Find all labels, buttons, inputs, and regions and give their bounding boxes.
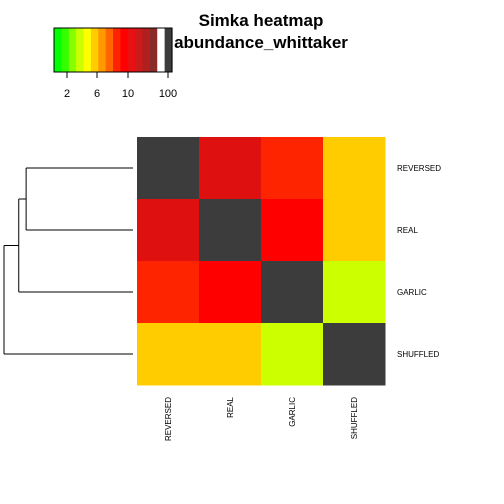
color-key-swatch [105, 28, 114, 72]
row-label: GARLIC [397, 288, 427, 297]
column-label: REAL [226, 396, 235, 417]
color-key-swatch [113, 28, 121, 72]
row-dendrogram [3, 167, 133, 355]
heatmap-cell [323, 261, 386, 324]
heatmap-cell [199, 199, 262, 262]
row-labels: REVERSED REAL GARLIC SHUFFLED [397, 164, 441, 359]
heatmap-cell [137, 199, 200, 262]
heatmap-cell [199, 323, 262, 386]
column-label: SHUFFLED [350, 397, 359, 439]
color-key-swatch [135, 28, 144, 72]
heatmap-grid [137, 137, 386, 386]
row-label: SHUFFLED [397, 350, 439, 359]
heatmap-cell [261, 261, 324, 324]
color-key-tick-label: 2 [64, 88, 70, 100]
color-key-swatch [61, 28, 70, 72]
heatmap-cell [323, 323, 386, 386]
color-key-swatch [157, 28, 166, 72]
color-key-swatch [68, 28, 77, 72]
heatmap-cell [199, 137, 262, 200]
column-label: GARLIC [288, 397, 297, 427]
heatmap-cell [261, 137, 324, 200]
chart-title-line-2: abundance_whittaker [174, 33, 348, 52]
color-key-swatch [83, 28, 92, 72]
heatmap-cell [137, 261, 200, 324]
color-key-swatch [127, 28, 136, 72]
color-key-tick-label: 6 [94, 88, 100, 100]
color-key-swatch [98, 28, 107, 72]
heatmap-cell [199, 261, 262, 324]
heatmap-cell [323, 137, 386, 200]
heatmap-cell [323, 199, 386, 262]
color-key-swatch [120, 28, 129, 72]
color-key-swatch [142, 28, 151, 72]
color-key: 2 6 10 100 [53, 27, 177, 100]
color-key-tick-label: 10 [122, 88, 134, 100]
heatmap-cell [137, 323, 200, 386]
heatmap-cell [261, 323, 324, 386]
color-key-swatch [164, 28, 173, 72]
column-label: REVERSED [164, 397, 173, 441]
color-key-swatch [76, 28, 85, 72]
heatmap-cell [261, 199, 324, 262]
heatmap-cell [137, 137, 200, 200]
chart-title-line-1: Simka heatmap [199, 11, 324, 30]
row-label: REVERSED [397, 164, 441, 173]
row-label: REAL [397, 226, 418, 235]
color-key-swatch [149, 28, 158, 72]
color-key-tick-label: 100 [159, 88, 177, 100]
column-labels: REVERSED REAL GARLIC SHUFFLED [164, 396, 359, 441]
color-key-swatch [90, 28, 99, 72]
color-key-swatch [54, 28, 62, 72]
